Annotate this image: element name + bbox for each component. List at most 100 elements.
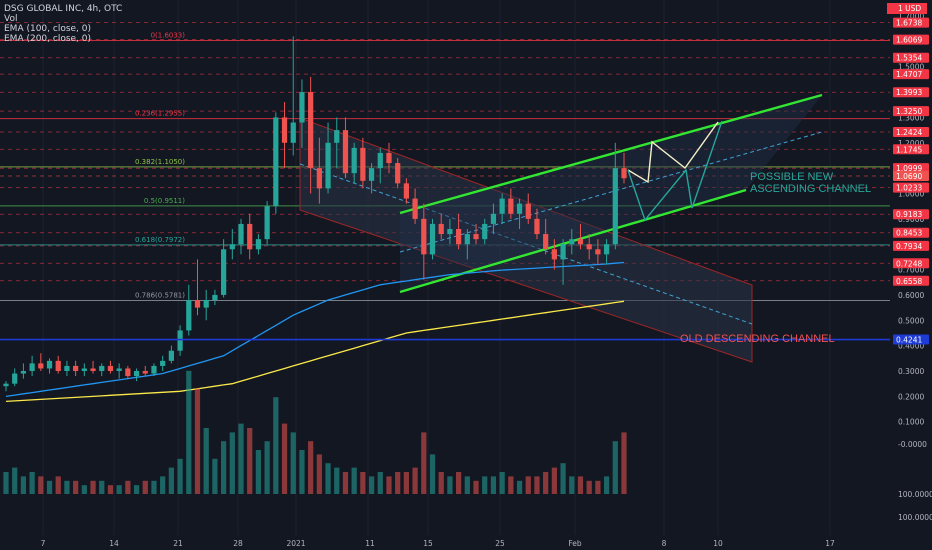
candle-body xyxy=(499,198,505,214)
price-tag-label: 0.9183 xyxy=(896,210,922,219)
volume-bar xyxy=(543,472,549,494)
fib-level-label: 0(1.6033) xyxy=(151,32,186,40)
volume-bar xyxy=(612,441,618,494)
volume-bar xyxy=(395,472,401,494)
candle-body xyxy=(342,130,349,174)
price-axis-tick: 0.2000 xyxy=(898,392,924,401)
price-tag xyxy=(893,144,929,155)
candle-body xyxy=(264,206,270,240)
volume-bar xyxy=(203,428,209,494)
price-axis-tick: 0.5000 xyxy=(898,316,924,325)
volume-bar xyxy=(551,467,557,494)
volume-bar xyxy=(64,480,70,494)
candle-body xyxy=(421,218,427,255)
date-axis-label: 10 xyxy=(713,539,723,548)
volume-bar xyxy=(38,476,44,494)
price-tags: 1.6738 1.6069 1.5354 1.4707 1.3993 1.3250 1.24… xyxy=(893,17,929,345)
price-tag-label: 1.3250 xyxy=(896,107,922,116)
candle-body xyxy=(464,234,470,245)
volume-bar xyxy=(429,454,436,494)
candle-body xyxy=(3,383,9,387)
volume-bars xyxy=(3,370,627,494)
new-channel-upper-line xyxy=(399,93,823,215)
volume-bar xyxy=(586,480,592,494)
volume-bar xyxy=(342,472,349,494)
candle-body xyxy=(73,365,79,371)
candle-body xyxy=(177,330,183,351)
candle-body xyxy=(603,244,610,255)
price-tag xyxy=(893,171,929,182)
candle-body xyxy=(308,92,314,169)
date-axis-label: 11 xyxy=(365,539,375,548)
volume-bar xyxy=(603,476,610,494)
volume-bar xyxy=(186,370,192,494)
volume-bar xyxy=(73,480,79,494)
candle-body xyxy=(621,168,627,179)
price-tag-label: 0.8453 xyxy=(896,229,922,238)
volume-bar xyxy=(107,485,114,494)
volume-bar xyxy=(273,397,279,494)
volume-bar xyxy=(151,480,157,494)
time-axis[interactable]: 7 14 21 28 2021 11 15 25 Feb 8 10 17 xyxy=(41,539,835,548)
new-ascending-channel-fill xyxy=(400,95,822,292)
price-tag-label: 0.7934 xyxy=(896,242,922,251)
volume-bar xyxy=(12,467,18,494)
candle-body xyxy=(290,122,296,143)
candle-body xyxy=(125,368,131,377)
candle-body xyxy=(482,223,488,240)
volume-bar xyxy=(99,480,105,494)
volume-bar xyxy=(421,432,427,494)
candle-body xyxy=(299,92,305,123)
candles xyxy=(3,36,627,392)
volume-bar xyxy=(386,476,392,494)
volume-bar xyxy=(238,423,244,494)
date-axis-label: 17 xyxy=(825,539,835,548)
price-tag xyxy=(893,69,929,80)
price-tag-label: 1.2424 xyxy=(896,128,922,137)
candle-body xyxy=(160,360,166,366)
price-tag-label: 1.3993 xyxy=(896,88,922,97)
price-axis[interactable]: 1.70001.60001.50001.40001.30001.20001.10… xyxy=(887,0,932,550)
price-tag-label: 1.5354 xyxy=(896,54,922,63)
volume-bar xyxy=(447,476,453,494)
candle-body xyxy=(29,363,35,371)
volume-bar xyxy=(212,458,218,494)
volume-bar xyxy=(229,432,235,494)
annotation-new-channel-2: ASCENDING CHANNEL xyxy=(750,183,871,195)
candle-body xyxy=(456,229,462,245)
candle-body xyxy=(368,168,375,181)
volume-bar xyxy=(368,476,375,494)
price-axis-tick: 0.4000 xyxy=(898,342,924,351)
volume-bar xyxy=(316,454,322,494)
candle-body xyxy=(569,239,575,245)
candle-body xyxy=(238,223,244,245)
price-axis-tick: 0.7000 xyxy=(898,266,924,275)
candle-body xyxy=(551,249,557,260)
price-tag-label: 0.4241 xyxy=(896,336,922,345)
candle-body xyxy=(255,239,262,250)
price-tag xyxy=(893,209,929,220)
volume-bar xyxy=(46,480,53,494)
price-axis-tick: 1.5000 xyxy=(898,63,924,72)
volume-bar xyxy=(534,476,540,494)
price-tag xyxy=(893,87,929,98)
volume-bar xyxy=(438,472,444,494)
currency-tag xyxy=(887,3,927,14)
candle-body xyxy=(429,223,436,255)
volume-bar xyxy=(569,476,575,494)
price-axis-tick: 0.6000 xyxy=(898,291,924,300)
candle-body xyxy=(142,371,148,374)
volume-bar xyxy=(125,480,131,494)
price-tag-label: 1.1745 xyxy=(896,145,922,154)
volume-bar xyxy=(351,467,357,494)
volume-bar xyxy=(525,476,531,494)
price-axis-tick: 1.7000 xyxy=(898,12,924,21)
candle-body xyxy=(543,234,549,250)
date-axis-label: 8 xyxy=(662,539,667,548)
volume-bar xyxy=(177,458,183,494)
volume-bar xyxy=(308,441,314,494)
fib-level-label: 0.786(0.5781) xyxy=(135,291,185,299)
price-axis-tick: 1.3000 xyxy=(898,113,924,122)
candle-body xyxy=(438,223,444,235)
